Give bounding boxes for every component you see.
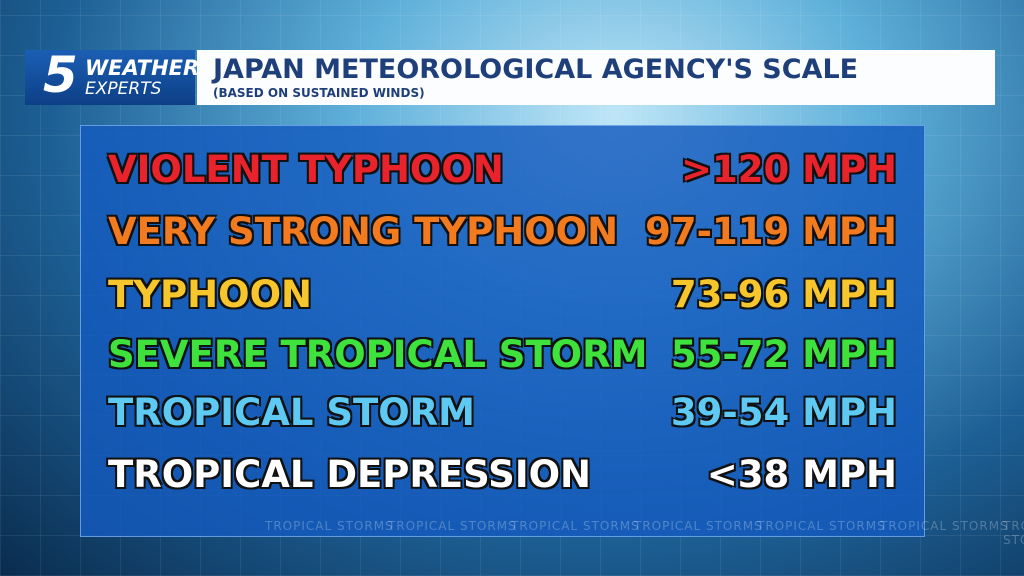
wind-range: 97-119 MPH xyxy=(645,210,897,253)
title-bar: JAPAN METEOROLOGICAL AGENCY'S SCALE (BAS… xyxy=(197,50,995,105)
logo-text: WEATHER xyxy=(85,56,200,80)
scale-row: SEVERE TROPICAL STORM 55-72 MPH xyxy=(108,333,897,383)
category-label: TROPICAL DEPRESSION xyxy=(108,453,592,496)
watermark-text: TROPICAL STORMS xyxy=(388,519,517,533)
scale-row: VERY STRONG TYPHOON 97-119 MPH xyxy=(108,210,897,260)
watermark-text: TROPICAL STORMS xyxy=(634,519,763,533)
scale-panel: VIOLENT TYPHOON >120 MPH VERY STRONG TYPHO… xyxy=(80,125,925,537)
category-label: TROPICAL STORM xyxy=(108,391,475,434)
watermark-text: TROPICAL STORMS xyxy=(265,519,394,533)
wind-range: <38 MPH xyxy=(706,453,897,496)
scale-row: VIOLENT TYPHOON >120 MPH xyxy=(108,148,897,198)
category-label: SEVERE TROPICAL STORM xyxy=(108,333,648,376)
scale-row: TYPHOON 73-96 MPH xyxy=(108,273,897,323)
category-label: TYPHOON xyxy=(108,273,312,316)
logo-number: 5 xyxy=(43,46,78,104)
title: JAPAN METEOROLOGICAL AGENCY'S SCALE xyxy=(213,54,859,85)
wind-range: >120 MPH xyxy=(680,148,897,191)
logo: 5 WEATHER EXPERTS xyxy=(25,46,199,105)
wind-range: 73-96 MPH xyxy=(670,273,897,316)
category-label: VIOLENT TYPHOON xyxy=(108,148,504,191)
scale-row: TROPICAL DEPRESSION <38 MPH xyxy=(108,453,897,503)
wind-range: 39-54 MPH xyxy=(670,391,897,434)
watermark-text: TROPICAL STORMS xyxy=(511,519,640,533)
subtitle: (BASED ON SUSTAINED WINDS) xyxy=(213,86,425,100)
watermark-text: TROPICAL STORMS xyxy=(757,519,886,533)
wind-range: 55-72 MPH xyxy=(670,333,897,376)
category-label: VERY STRONG TYPHOON xyxy=(108,210,619,253)
scale-row: TROPICAL STORM 39-54 MPH xyxy=(108,391,897,441)
watermark-text: TROPICAL STORMS xyxy=(880,519,1009,533)
watermark-text: TROPICAL STORMS xyxy=(1003,519,1024,547)
logo-text: EXPERTS xyxy=(85,79,162,99)
